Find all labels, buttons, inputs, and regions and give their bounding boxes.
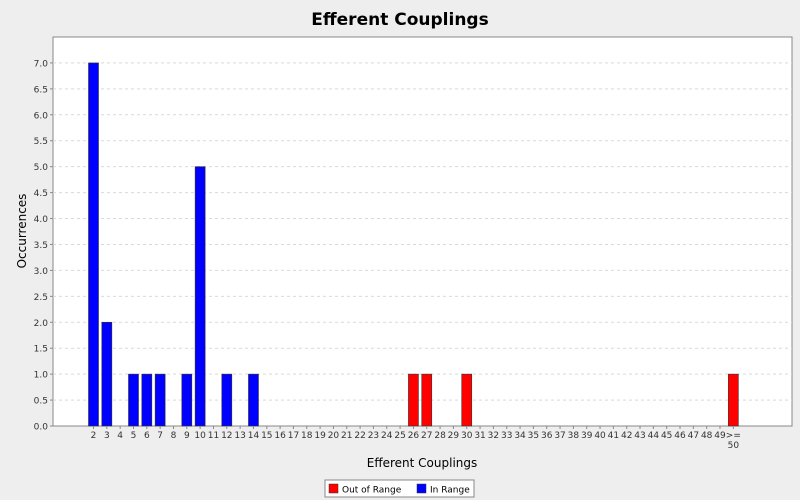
y-tick-label: 4.5	[34, 189, 48, 199]
x-tick-label: 24	[381, 431, 393, 441]
y-tick-label: 3.5	[34, 241, 48, 251]
y-tick-label: 2.0	[34, 319, 49, 329]
x-axis: 2 3 4 5 6 7 8 9 10 11 12 13 14 15 16 17 18 19 20 21 22 23 24 25…	[91, 426, 741, 451]
x-tick-label: 47	[688, 431, 699, 441]
chart-title: Efferent Couplings	[311, 10, 488, 30]
x-tick-label: 5	[131, 431, 137, 441]
x-tick-label: 48	[701, 431, 713, 441]
y-tick-label: 5.0	[34, 163, 49, 173]
x-axis-label: Efferent Couplings	[367, 456, 478, 470]
x-tick-label: 10	[194, 431, 206, 441]
bars	[88, 62, 739, 427]
y-tick-label: 1.0	[34, 371, 49, 381]
y-tick-label: 6.0	[34, 111, 49, 121]
bar-12-in-range	[221, 373, 233, 427]
bar-6-in-range	[141, 373, 153, 427]
legend: Out of Range In Range	[324, 479, 475, 498]
bar-10-in-range	[194, 166, 206, 427]
legend-box	[324, 479, 475, 498]
x-tick-label: 7	[157, 431, 163, 441]
legend-label: Out of Range	[342, 486, 402, 496]
x-tick-label: 14	[248, 431, 260, 441]
y-tick-label: 6.5	[34, 85, 48, 95]
bar-27-out-of-range	[421, 373, 433, 427]
x-tick-label: 3	[104, 431, 110, 441]
bar-7-in-range	[154, 373, 166, 427]
x-tick-label: 4	[117, 431, 123, 441]
bar-50-out-of-range	[728, 373, 739, 427]
x-tick-label: 36	[541, 431, 553, 441]
x-tick-label: 29	[448, 431, 460, 441]
bar-30-out-of-range	[461, 373, 473, 427]
x-tick-label: 16	[274, 431, 286, 441]
y-tick-label: 0.0	[34, 423, 49, 433]
x-tick-label: 44	[648, 431, 660, 441]
legend-swatch	[328, 483, 339, 494]
x-tick-label: 49	[714, 431, 726, 441]
bar-3-in-range	[101, 321, 113, 427]
x-tick-label: >= 50	[726, 431, 741, 451]
y-tick-label: 0.5	[34, 397, 48, 407]
x-tick-label: 35	[528, 431, 539, 441]
x-tick-label: 43	[634, 431, 645, 441]
x-tick-label: 30	[461, 431, 473, 441]
x-tick-label: 2	[91, 431, 97, 441]
y-tick-label: 7.0	[34, 59, 49, 69]
y-tick-label: 3.0	[34, 267, 49, 277]
bar-9-in-range	[181, 373, 193, 427]
bar-26-out-of-range	[408, 373, 419, 427]
legend-swatch	[416, 483, 427, 494]
x-tick-label: 12	[221, 431, 232, 441]
x-tick-label: 23	[368, 431, 379, 441]
x-tick-label: 19	[314, 431, 326, 441]
x-tick-label: 21	[341, 431, 352, 441]
x-tick-label: 26	[408, 431, 420, 441]
x-tick-label: 25	[394, 431, 405, 441]
x-tick-label: 31	[474, 431, 485, 441]
y-tick-label: 4.0	[34, 215, 49, 225]
x-tick-label: 18	[301, 431, 313, 441]
x-tick-label: 6	[144, 431, 150, 441]
x-tick-label: 8	[171, 431, 177, 441]
y-tick-label: 2.5	[34, 293, 48, 303]
x-tick-label: 9	[184, 431, 190, 441]
bar-5-in-range	[128, 373, 139, 427]
y-tick-label: 1.5	[34, 345, 48, 355]
y-axis: 0.0 0.5 1.0 1.5 2.0 2.5 3.0 3.5 4.0 4.5 5.0 5.5 6.0 6…	[34, 59, 53, 433]
plot-area	[52, 36, 793, 427]
y-axis-label: Occurrences	[15, 194, 29, 269]
bar-14-in-range	[248, 373, 259, 427]
x-tick-label: 34	[514, 431, 526, 441]
x-tick-label: 37	[554, 431, 565, 441]
x-tick-label: 15	[261, 431, 272, 441]
x-tick-label: 20	[328, 431, 340, 441]
x-tick-label: 39	[581, 431, 593, 441]
y-tick-label: 5.5	[34, 137, 48, 147]
x-tick-label: 32	[488, 431, 499, 441]
x-tick-label: 33	[501, 431, 512, 441]
x-tick-label: 40	[594, 431, 606, 441]
bar-2-in-range	[88, 62, 99, 427]
x-tick-label: 28	[434, 431, 446, 441]
x-tick-label: 13	[234, 431, 245, 441]
x-tick-label: 27	[421, 431, 432, 441]
x-tick-label: 42	[621, 431, 632, 441]
x-tick-label: 45	[661, 431, 672, 441]
x-tick-label: 17	[288, 431, 299, 441]
x-tick-label: 22	[354, 431, 365, 441]
x-tick-label: 38	[568, 431, 580, 441]
x-tick-label: 41	[608, 431, 619, 441]
legend-label: In Range	[430, 486, 470, 496]
x-tick-label: 46	[674, 431, 686, 441]
x-tick-label: 11	[208, 431, 219, 441]
